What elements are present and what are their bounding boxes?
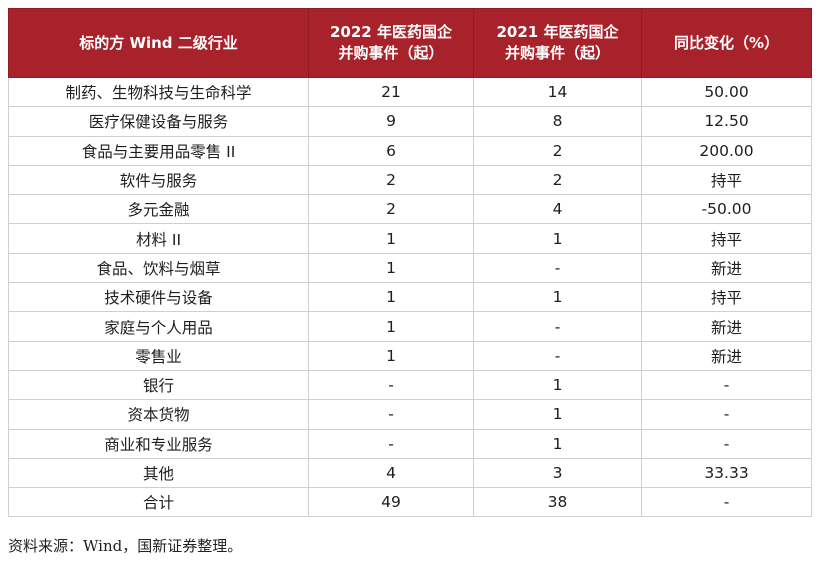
header-row: 标的方 Wind 二级行业 2022 年医药国企 并购事件（起） 2021 年医…: [8, 8, 812, 78]
cell-2022: 49: [308, 487, 474, 518]
table-row-total: 合计 49 38 -: [8, 487, 812, 518]
source-note: 资料来源：Wind，国新证券整理。: [8, 537, 243, 555]
cell-2022: 1: [308, 252, 474, 284]
table-row: 银行 - 1 -: [8, 369, 812, 401]
table-row: 零售业 1 - 新进: [8, 340, 812, 371]
cell-2021: 14: [473, 76, 642, 108]
cell-industry: 银行: [8, 369, 309, 401]
cell-industry: 商业和专业服务: [8, 428, 309, 459]
cell-change: 50.00: [641, 76, 812, 108]
cell-change: 持平: [641, 164, 812, 196]
table-header: 标的方 Wind 二级行业 2022 年医药国企 并购事件（起） 2021 年医…: [8, 8, 812, 78]
cell-industry: 食品与主要用品零售 II: [8, 135, 309, 166]
table-row: 其他 4 3 33.33: [8, 457, 812, 489]
cell-industry: 资本货物: [8, 399, 309, 430]
header-2022-line-1: 2022 年医药国企: [330, 23, 452, 41]
table-row: 食品与主要用品零售 II 6 2 200.00: [8, 135, 812, 166]
cell-2021: 8: [473, 106, 642, 137]
table-body: 制药、生物科技与生命科学 21 14 50.00 医疗保健设备与服务 9 8 1…: [8, 76, 812, 518]
cell-industry: 多元金融: [8, 194, 309, 225]
cell-industry: 家庭与个人用品: [8, 311, 309, 342]
table-row: 多元金融 2 4 -50.00: [8, 194, 812, 225]
cell-2022: 1: [308, 311, 474, 342]
cell-change: 新进: [641, 340, 812, 371]
cell-change: -: [641, 487, 812, 518]
table-row: 制药、生物科技与生命科学 21 14 50.00: [8, 76, 812, 108]
header-2022-events: 2022 年医药国企 并购事件（起）: [308, 8, 474, 78]
cell-change: 新进: [641, 252, 812, 284]
cell-2022: 6: [308, 135, 474, 166]
ma-events-table-container: 标的方 Wind 二级行业 2022 年医药国企 并购事件（起） 2021 年医…: [8, 8, 812, 518]
cell-2021: 38: [473, 487, 642, 518]
table-row: 食品、饮料与烟草 1 - 新进: [8, 252, 812, 284]
cell-2021: 2: [473, 135, 642, 166]
cell-change: -: [641, 369, 812, 401]
table-row: 软件与服务 2 2 持平: [8, 164, 812, 196]
cell-2021: 1: [473, 428, 642, 459]
ma-events-table: 标的方 Wind 二级行业 2022 年医药国企 并购事件（起） 2021 年医…: [8, 8, 812, 518]
table-row: 资本货物 - 1 -: [8, 399, 812, 430]
table-row: 技术硬件与设备 1 1 持平: [8, 282, 812, 313]
cell-2021: 1: [473, 282, 642, 313]
cell-2021: -: [473, 311, 642, 342]
header-yoy-line: 同比变化（%）: [673, 33, 780, 52]
header-2021-line-1: 2021 年医药国企: [496, 23, 619, 41]
cell-industry: 医疗保健设备与服务: [8, 106, 309, 137]
cell-2021: -: [473, 252, 642, 284]
cell-2021: 2: [473, 164, 642, 196]
cell-change: -50.00: [641, 194, 812, 225]
cell-2022: 21: [308, 76, 474, 108]
header-yoy-change: 同比变化（%）: [641, 8, 812, 78]
cell-2021: 1: [473, 399, 642, 430]
cell-change: 33.33: [641, 457, 812, 489]
header-industry: 标的方 Wind 二级行业: [8, 8, 309, 78]
table-row: 商业和专业服务 - 1 -: [8, 428, 812, 459]
cell-2021: 3: [473, 457, 642, 489]
cell-industry: 技术硬件与设备: [8, 282, 309, 313]
cell-industry: 其他: [8, 457, 309, 489]
table-row: 材料 II 1 1 持平: [8, 223, 812, 254]
table-row: 医疗保健设备与服务 9 8 12.50: [8, 106, 812, 137]
cell-2022: 2: [308, 194, 474, 225]
cell-change: 新进: [641, 311, 812, 342]
cell-2022: 1: [308, 340, 474, 371]
cell-2022: -: [308, 428, 474, 459]
cell-industry: 零售业: [8, 340, 309, 371]
header-2021-line-2: 并购事件（起）: [504, 44, 610, 62]
cell-industry: 合计: [8, 487, 309, 518]
header-2022-line-2: 并购事件（起）: [338, 44, 444, 62]
cell-change: 12.50: [641, 106, 812, 137]
header-2021-events: 2021 年医药国企 并购事件（起）: [473, 8, 642, 78]
cell-2021: 1: [473, 223, 642, 254]
cell-change: 持平: [641, 223, 812, 254]
cell-2022: -: [308, 399, 474, 430]
cell-industry: 软件与服务: [8, 164, 309, 196]
cell-industry: 食品、饮料与烟草: [8, 252, 309, 284]
cell-change: 持平: [641, 282, 812, 313]
cell-change: 200.00: [641, 135, 812, 166]
cell-2021: 1: [473, 369, 642, 401]
cell-2022: 9: [308, 106, 474, 137]
cell-2022: -: [308, 369, 474, 401]
cell-2022: 1: [308, 282, 474, 313]
cell-2022: 4: [308, 457, 474, 489]
cell-industry: 制药、生物科技与生命科学: [8, 76, 309, 108]
cell-change: -: [641, 428, 812, 459]
cell-change: -: [641, 399, 812, 430]
cell-2022: 2: [308, 164, 474, 196]
cell-2021: -: [473, 340, 642, 371]
cell-2022: 1: [308, 223, 474, 254]
cell-2021: 4: [473, 194, 642, 225]
header-industry-line: 标的方 Wind 二级行业: [79, 33, 238, 52]
table-row: 家庭与个人用品 1 - 新进: [8, 311, 812, 342]
cell-industry: 材料 II: [8, 223, 309, 254]
